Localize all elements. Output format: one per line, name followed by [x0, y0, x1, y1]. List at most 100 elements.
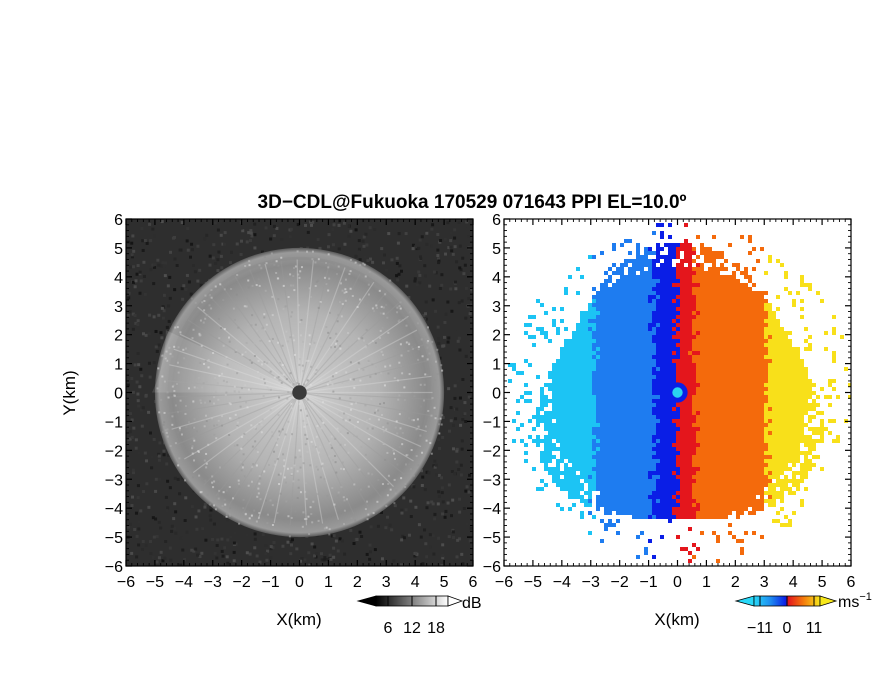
echo-speckle — [192, 400, 195, 403]
noise-pixel — [415, 247, 419, 251]
noise-pixel — [451, 498, 455, 502]
velocity-pixel — [592, 339, 596, 343]
velocity-pixel — [752, 247, 756, 251]
velocity-pixel — [624, 387, 628, 391]
velocity-pixel — [696, 287, 700, 291]
echo-speckle — [382, 442, 385, 445]
echo-speckle — [258, 284, 261, 287]
velocity-pixel — [684, 311, 688, 315]
velocity-pixel — [600, 323, 604, 327]
echo-speckle — [259, 376, 262, 379]
echo-speckle — [293, 353, 296, 356]
noise-pixel — [409, 515, 413, 519]
velocity-pixel — [804, 411, 808, 415]
noise-pixel — [354, 228, 358, 232]
velocity-pixel — [772, 347, 776, 351]
noise-pixel — [245, 551, 249, 555]
velocity-pixel — [616, 387, 620, 391]
noise-pixel — [443, 237, 447, 241]
x-tick-label: −3 — [204, 574, 222, 591]
noise-pixel — [164, 261, 168, 265]
velocity-pixel — [736, 387, 740, 391]
velocity-pixel — [656, 335, 660, 339]
echo-speckle — [218, 337, 221, 340]
echo-speckle — [405, 454, 408, 457]
velocity-pixel — [780, 403, 784, 407]
noise-pixel — [184, 287, 188, 291]
noise-pixel — [362, 219, 366, 223]
noise-pixel — [134, 446, 138, 450]
velocity-pixel — [736, 335, 740, 339]
echo-speckle — [377, 479, 380, 482]
velocity-pixel — [784, 331, 788, 335]
velocity-pixel — [756, 395, 760, 399]
echo-speckle — [296, 250, 299, 253]
velocity-pixel — [520, 371, 524, 375]
velocity-pixel — [684, 303, 688, 307]
velocity-pixel — [564, 343, 568, 347]
velocity-pixel — [804, 395, 808, 399]
echo-speckle — [291, 311, 294, 314]
echo-speckle — [325, 283, 328, 286]
noise-pixel — [162, 264, 166, 268]
velocity-pixel — [680, 419, 684, 423]
velocity-pixel — [616, 315, 620, 319]
velocity-pixel — [652, 323, 656, 327]
velocity-pixel — [528, 363, 532, 367]
velocity-pixel — [572, 367, 576, 371]
velocity-pixel — [604, 323, 608, 327]
echo-speckle — [162, 430, 165, 433]
noise-pixel — [226, 518, 230, 522]
velocity-pixel — [568, 415, 572, 419]
echo-speckle — [169, 352, 172, 355]
velocity-pixel — [636, 323, 640, 327]
velocity-pixel — [620, 343, 624, 347]
noise-pixel — [390, 258, 394, 262]
noise-pixel — [441, 554, 445, 558]
velocity-pixel — [764, 407, 768, 411]
velocity-pixel — [568, 387, 572, 391]
noise-pixel — [447, 336, 451, 340]
velocity-pixel — [648, 323, 652, 327]
velocity-pixel — [656, 311, 660, 315]
velocity-pixel — [664, 375, 668, 379]
echo-speckle — [225, 513, 228, 516]
noise-pixel — [453, 236, 457, 240]
velocity-pixel — [716, 411, 720, 415]
velocity-pixel — [700, 303, 704, 307]
velocity-pixel — [780, 391, 784, 395]
velocity-pixel — [632, 299, 636, 303]
radial-streak — [166, 391, 300, 398]
velocity-pixel — [736, 359, 740, 363]
noise-pixel — [191, 264, 195, 268]
noise-pixel — [170, 529, 174, 533]
velocity-pixel — [720, 251, 724, 255]
velocity-pixel — [760, 399, 764, 403]
velocity-pixel — [748, 335, 752, 339]
echo-speckle — [207, 443, 210, 446]
echo-speckle — [221, 505, 224, 508]
velocity-pixel — [728, 383, 732, 387]
velocity-pixel — [616, 383, 620, 387]
velocity-pixel — [696, 391, 700, 395]
echo-speckle — [292, 480, 295, 483]
echo-speckle — [230, 417, 233, 420]
echo-speckle — [334, 437, 337, 440]
noise-pixel — [211, 256, 215, 260]
echo-speckle — [277, 414, 280, 417]
echo-speckle — [411, 419, 414, 422]
noise-pixel — [417, 270, 421, 274]
echo-speckle — [266, 362, 269, 365]
velocity-pixel — [756, 331, 760, 335]
velocity-pixel — [560, 395, 564, 399]
velocity-pixel — [584, 315, 588, 319]
velocity-pixel — [816, 395, 820, 399]
velocity-pixel — [560, 367, 564, 371]
velocity-pixel — [608, 403, 612, 407]
velocity-pixel — [624, 323, 628, 327]
noise-pixel — [208, 254, 212, 258]
echo-speckle — [328, 528, 331, 531]
velocity-pixel — [600, 303, 604, 307]
velocity-pixel — [628, 351, 632, 355]
velocity-pixel — [700, 287, 704, 291]
